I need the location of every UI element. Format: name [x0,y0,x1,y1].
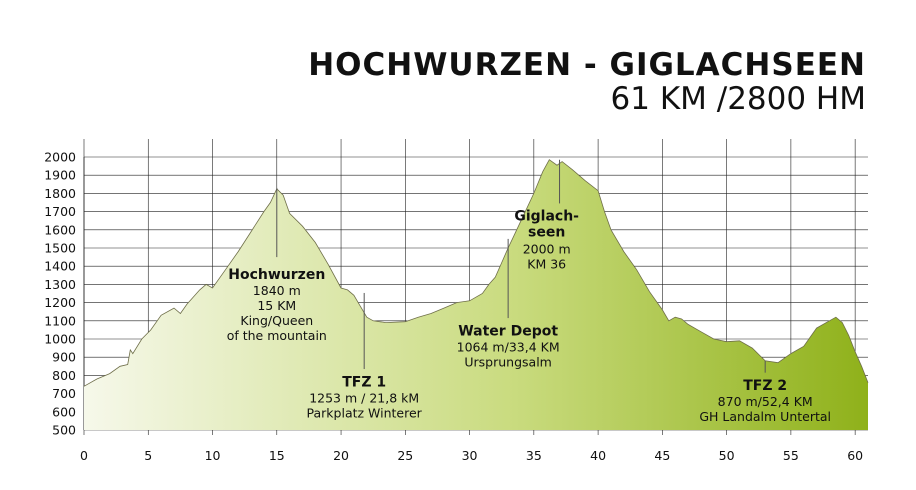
annotation-text: GH Landalm Untertal [699,409,831,424]
y-tick-label: 900 [52,350,76,365]
elevation-area [84,159,868,430]
x-tick-label: 25 [397,448,413,463]
annotation-title: Hochwurzen [228,267,325,283]
y-tick-label: 1100 [44,313,76,328]
annotation-text: seen [528,225,565,241]
y-tick-label: 1600 [44,222,76,237]
annotation-title: TFZ 1 [342,374,386,390]
annotation-text: Parkplatz Winterer [307,405,423,420]
annotation-text: KM 36 [527,257,566,272]
y-tick-label: 1500 [44,241,76,256]
x-tick-label: 40 [590,448,606,463]
chart-title: HOCHWURZEN - GIGLACHSEEN [308,47,866,83]
y-tick-label: 1800 [44,186,76,201]
x-tick-label: 55 [783,448,799,463]
y-tick-label: 1300 [44,277,76,292]
y-tick-label: 2000 [44,150,76,165]
annotation-title: Water Depot [458,323,558,339]
x-tick-label: 0 [80,448,88,463]
annotation-text: 1840 m [253,283,301,298]
x-tick-label: 30 [462,448,478,463]
annotation-text: 1064 m/33,4 KM [457,339,560,354]
title-block: HOCHWURZEN - GIGLACHSEEN 61 KM /2800 HM [308,48,866,116]
y-tick-label: 500 [52,423,76,438]
annotation-text: King/Queen [240,313,313,328]
y-tick-label: 1900 [44,168,76,183]
annotation-text: 2000 m [523,242,571,257]
x-tick-label: 60 [847,448,863,463]
elevation-outline [83,159,869,387]
x-tick-label: 50 [719,448,735,463]
annotation-title: TFZ 2 [743,378,787,394]
annotation-text: 15 KM [257,298,296,313]
x-tick-label: 5 [144,448,152,463]
y-tick-label: 1200 [44,295,76,310]
annotation-text: of the mountain [227,328,327,343]
x-tick-label: 15 [269,448,285,463]
x-tick-label: 20 [333,448,349,463]
axes: 5006007008009001000110012001300140015001… [44,150,863,464]
x-tick-label: 45 [654,448,670,463]
x-tick-label: 10 [205,448,221,463]
annotation-text: Ursprungsalm [464,354,551,369]
y-tick-label: 700 [52,386,76,401]
y-tick-label: 1400 [44,259,76,274]
y-tick-label: 800 [52,368,76,383]
x-tick-label: 35 [526,448,542,463]
annotation-text: 1253 m / 21,8 kM [309,390,419,405]
y-tick-label: 1700 [44,204,76,219]
y-tick-label: 600 [52,404,76,419]
chart-subtitle: 61 KM /2800 HM [610,81,866,117]
annotation-title: Giglach- [514,209,579,225]
y-tick-label: 1000 [44,332,76,347]
annotation-text: 870 m/52,4 KM [718,394,813,409]
